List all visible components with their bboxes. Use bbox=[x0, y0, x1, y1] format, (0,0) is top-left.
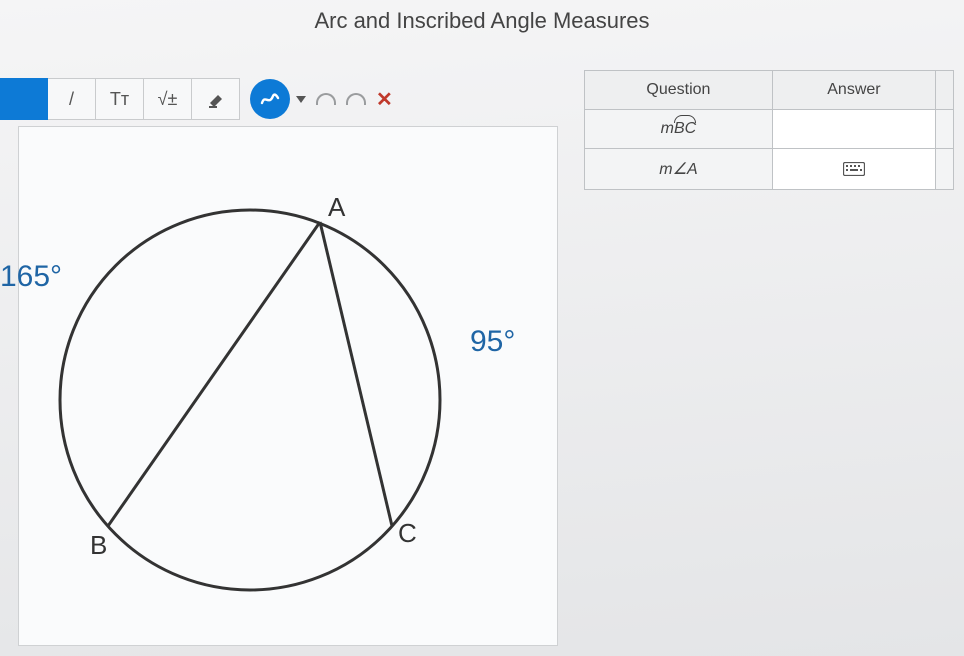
question-cell-ma: m∠A bbox=[585, 149, 773, 190]
toolbar: / Tᴛ √± ✕ bbox=[0, 78, 393, 120]
arc-bc-label: BC bbox=[674, 120, 696, 138]
page-root: Arc and Inscribed Angle Measures / Tᴛ √±… bbox=[0, 0, 964, 656]
page-title: Arc and Inscribed Angle Measures bbox=[314, 8, 649, 34]
draw-tool-button[interactable] bbox=[250, 79, 290, 119]
header-question: Question bbox=[585, 71, 773, 110]
pointer-tool-button[interactable] bbox=[0, 78, 48, 120]
keyboard-icon[interactable] bbox=[843, 162, 865, 176]
header-answer: Answer bbox=[772, 71, 935, 110]
header-spacer bbox=[936, 71, 954, 110]
math-tool-label: √± bbox=[158, 89, 178, 110]
math-tool-button[interactable]: √± bbox=[144, 78, 192, 120]
point-label-a: A bbox=[328, 192, 346, 222]
eraser-tool-button[interactable] bbox=[192, 78, 240, 120]
table-header-row: Question Answer bbox=[585, 71, 954, 110]
arc-label-ab: 165° bbox=[0, 260, 62, 294]
chord-ac bbox=[320, 222, 392, 526]
arc-label-ac: 95° bbox=[470, 325, 515, 359]
point-label-b: B bbox=[90, 530, 107, 560]
answer-table: Question Answer mBC m∠A bbox=[584, 70, 954, 190]
squiggle-icon bbox=[259, 88, 281, 110]
redo-icon[interactable] bbox=[346, 93, 366, 105]
angle-a-label: ∠A bbox=[673, 161, 698, 178]
text-tool-label: Tᴛ bbox=[110, 89, 129, 110]
table-row: m∠A bbox=[585, 149, 954, 190]
spacer-cell bbox=[936, 110, 954, 149]
point-label-c: C bbox=[398, 518, 417, 548]
circle-diagram: A B C bbox=[0, 140, 560, 656]
text-tool-button[interactable]: Tᴛ bbox=[96, 78, 144, 120]
toolbar-right-group: ✕ bbox=[296, 87, 393, 112]
spacer-cell bbox=[936, 149, 954, 190]
line-tool-label: / bbox=[69, 89, 74, 110]
answer-cell-ma[interactable] bbox=[772, 149, 935, 190]
line-tool-button[interactable]: / bbox=[48, 78, 96, 120]
question-cell-mbc: mBC bbox=[585, 110, 773, 149]
m-prefix-2: m bbox=[659, 161, 672, 178]
circle-shape bbox=[60, 210, 440, 590]
table-row: mBC bbox=[585, 110, 954, 149]
m-prefix: m bbox=[661, 120, 674, 137]
dropdown-caret-icon[interactable] bbox=[296, 96, 306, 103]
undo-icon[interactable] bbox=[316, 93, 336, 105]
eraser-icon bbox=[206, 89, 226, 109]
close-icon[interactable]: ✕ bbox=[376, 87, 393, 112]
answer-cell-mbc[interactable] bbox=[772, 110, 935, 149]
chord-ab bbox=[108, 222, 320, 526]
